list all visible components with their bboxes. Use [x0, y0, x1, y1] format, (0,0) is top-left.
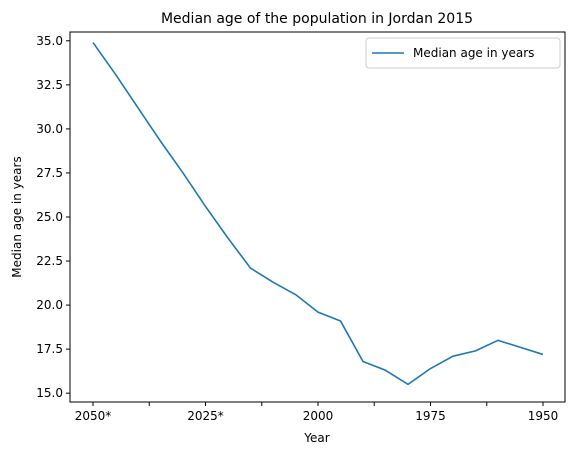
data-point — [272, 281, 274, 283]
data-point — [249, 267, 251, 269]
y-tick-label: 30.0 — [36, 122, 63, 136]
x-tick-label: 2050* — [75, 409, 112, 423]
plot-area — [69, 31, 566, 403]
data-point — [204, 205, 206, 207]
y-tick-label: 17.5 — [36, 342, 63, 356]
series-line — [92, 42, 544, 386]
data-point — [227, 237, 229, 239]
x-tick-label: 2000 — [303, 409, 334, 423]
data-point — [429, 367, 431, 369]
data-point — [542, 353, 544, 355]
legend-box — [365, 37, 561, 69]
data-point — [159, 140, 161, 142]
data-point — [474, 350, 476, 352]
y-tick-label: 22.5 — [36, 254, 63, 268]
x-tick-label: 1975 — [415, 409, 446, 423]
data-point — [339, 320, 341, 322]
data-point — [452, 355, 454, 357]
data-point — [407, 383, 409, 385]
y-tick-label: 35.0 — [36, 34, 63, 48]
x-axis: 2050* 2025* 2000 1975 1950 — [75, 402, 559, 423]
chart-title: Median age of the population in Jordan 2… — [161, 11, 473, 27]
y-tick-label: 20.0 — [36, 298, 63, 312]
data-point — [137, 107, 139, 109]
y-axis-label: Median age in years — [10, 156, 24, 277]
data-point — [317, 311, 319, 313]
x-axis-label: Year — [303, 431, 329, 445]
series-layer — [92, 41, 544, 386]
data-point — [114, 73, 116, 75]
y-tick-label: 32.5 — [36, 78, 63, 92]
y-axis: 15.0 17.5 20.0 22.5 25.0 27.5 30.0 32.5 35.0 — [36, 34, 70, 400]
x-tick-label: 2025* — [187, 409, 224, 423]
data-point — [294, 293, 296, 295]
data-point — [182, 172, 184, 174]
data-point — [497, 339, 499, 341]
y-tick-label: 25.0 — [36, 210, 63, 224]
y-tick-label: 27.5 — [36, 166, 63, 180]
x-tick-label: 1950 — [528, 409, 559, 423]
legend: Median age in years — [365, 37, 561, 69]
data-point — [519, 346, 521, 348]
legend-entry: Median age in years — [413, 46, 534, 60]
data-point — [362, 360, 364, 362]
data-point — [92, 41, 94, 43]
y-tick-label: 15.0 — [36, 386, 63, 400]
data-point — [384, 369, 386, 371]
